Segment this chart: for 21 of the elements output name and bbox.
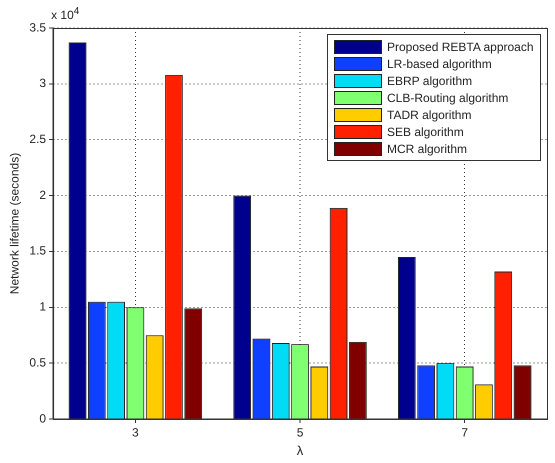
y-tick-label: 3 xyxy=(39,76,46,90)
x-tick-label: 7 xyxy=(461,426,468,440)
legend-label: MCR algorithm xyxy=(387,142,468,156)
y-tick-label: 0 xyxy=(39,411,46,426)
legend-label: LR-based algorithm xyxy=(387,56,492,70)
legend-label: TADR algorithm xyxy=(387,108,472,122)
x-tick-label: 3 xyxy=(132,426,140,440)
y-tick-label: 1.5 xyxy=(29,244,46,258)
x-tick-label: 5 xyxy=(296,426,304,440)
legend-label: CLB-Routing algorithm xyxy=(387,90,508,104)
text: x 10$^{4}$ xyxy=(51,6,80,22)
y-tick-label: 2.5 xyxy=(29,132,46,146)
y-axis-title: Network lifetime (seconds) xyxy=(8,152,22,294)
x-axis-title: λ xyxy=(296,442,304,458)
legend-label: EBRP algorithm xyxy=(387,74,472,88)
legend-label: Proposed REBTA approach xyxy=(387,40,534,54)
legend-label: SEB algorithm xyxy=(387,124,464,138)
y-tick-label: 0.5 xyxy=(29,355,46,370)
y-tick-label: 3.5 xyxy=(29,20,46,34)
y-tick-label: 2 xyxy=(39,188,46,202)
y-tick-label: 1 xyxy=(39,300,46,314)
